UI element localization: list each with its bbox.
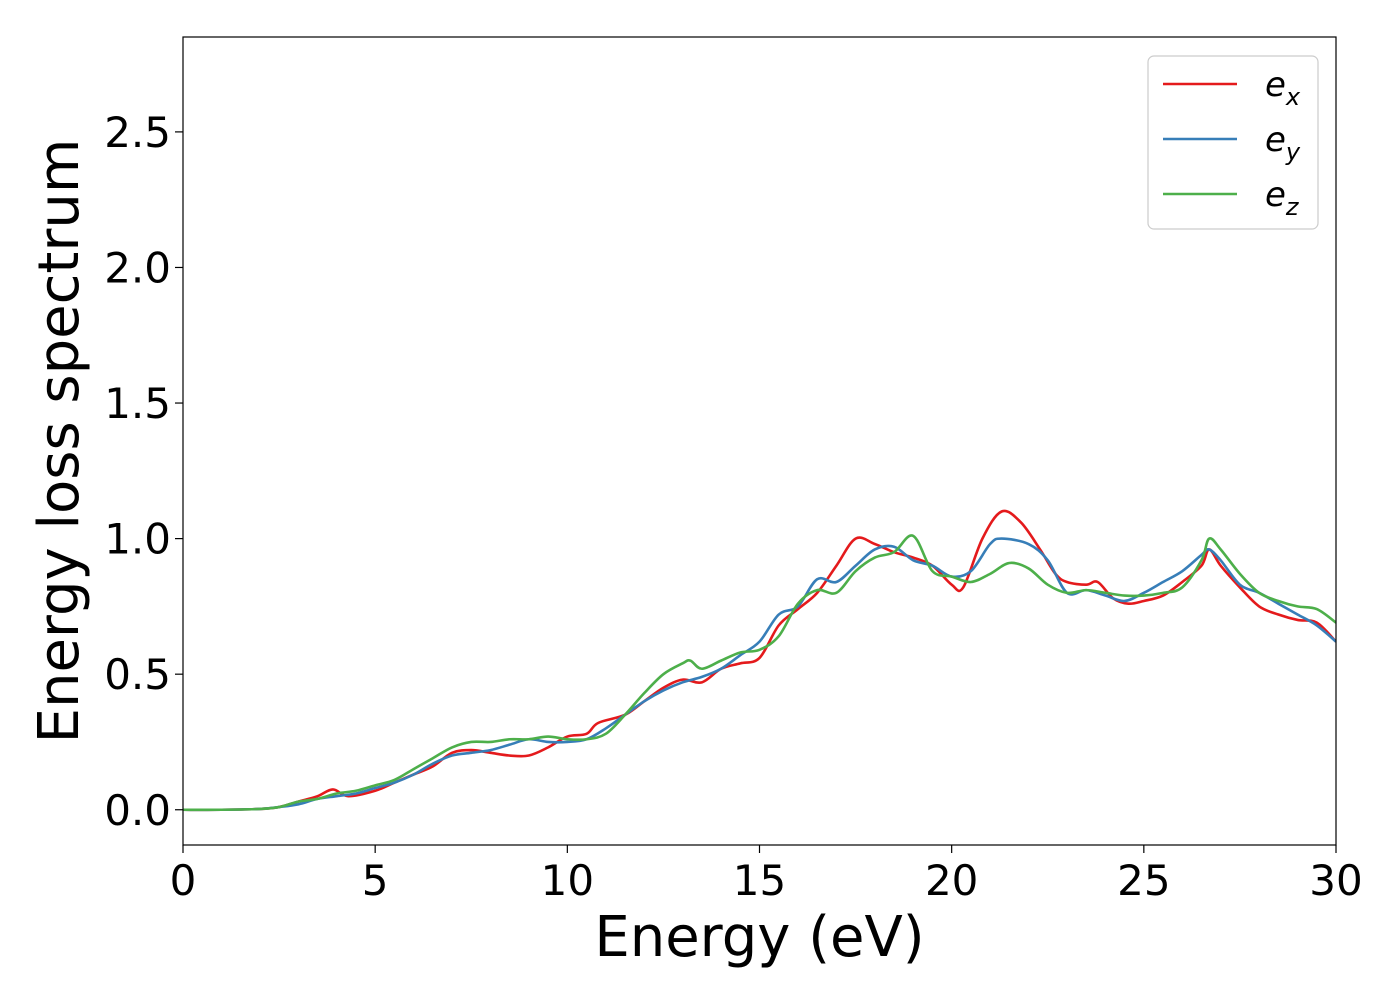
legend-label-subscript: x [1285,83,1301,111]
legend-label: ex [1265,65,1301,111]
legend-box [1147,55,1319,230]
legend-label-base: e [1265,175,1286,215]
y-axis-title: Energy loss spectrum [27,139,92,744]
x-tick-label: 30 [1309,856,1362,905]
y-tick-label: 1.5 [104,379,171,428]
x-tick-label: 0 [170,856,197,905]
legend-label: ey [1265,120,1301,166]
legend-label-subscript: z [1285,193,1300,221]
x-tick-label: 25 [1117,856,1170,905]
x-tick-label: 10 [541,856,594,905]
y-tick-label: 2.5 [104,108,171,157]
x-tick-label: 5 [362,856,389,905]
legend-label-base: e [1265,120,1286,160]
y-axis: 0.0 0.5 1.0 1.5 2.0 2.5 [104,108,183,835]
series-layer [183,509,1336,812]
series-line-e-z [183,534,1336,812]
x-tick-label: 20 [925,856,978,905]
legend-label-base: e [1265,65,1286,105]
x-axis-title: Energy (eV) [594,905,924,970]
x-axis: 0 5 10 15 20 25 30 [170,845,1363,905]
y-tick-label: 0.5 [104,650,171,699]
legend-label: ez [1265,175,1300,221]
legend-label-subscript: y [1285,138,1301,166]
series-line-e-y [183,537,1336,812]
x-tick-label: 15 [733,856,786,905]
y-tick-label: 1.0 [104,515,171,564]
y-tick-label: 0.0 [104,786,171,835]
y-tick-label: 2.0 [104,243,171,292]
